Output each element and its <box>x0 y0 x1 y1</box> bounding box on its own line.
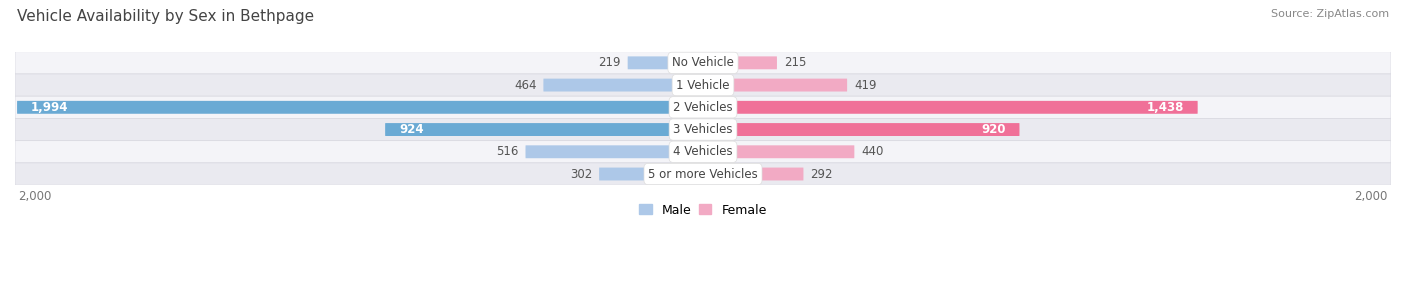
Text: 440: 440 <box>862 145 883 158</box>
Text: 1,438: 1,438 <box>1146 101 1184 114</box>
FancyBboxPatch shape <box>703 145 855 158</box>
FancyBboxPatch shape <box>15 52 1391 74</box>
FancyBboxPatch shape <box>15 96 1391 118</box>
Text: 924: 924 <box>399 123 423 136</box>
FancyBboxPatch shape <box>15 163 1391 185</box>
Text: 1,994: 1,994 <box>31 101 69 114</box>
FancyBboxPatch shape <box>17 101 703 114</box>
Text: 2,000: 2,000 <box>1354 190 1388 203</box>
Text: 4 Vehicles: 4 Vehicles <box>673 145 733 158</box>
Legend: Male, Female: Male, Female <box>634 199 772 222</box>
Text: 5 or more Vehicles: 5 or more Vehicles <box>648 167 758 181</box>
FancyBboxPatch shape <box>703 79 848 91</box>
Text: 920: 920 <box>981 123 1005 136</box>
Text: 292: 292 <box>810 167 832 181</box>
Text: 464: 464 <box>515 79 537 91</box>
FancyBboxPatch shape <box>15 74 1391 96</box>
FancyBboxPatch shape <box>703 56 778 69</box>
Text: 2,000: 2,000 <box>18 190 52 203</box>
FancyBboxPatch shape <box>703 123 1019 136</box>
FancyBboxPatch shape <box>543 79 703 91</box>
FancyBboxPatch shape <box>599 168 703 181</box>
Text: 2 Vehicles: 2 Vehicles <box>673 101 733 114</box>
Text: 219: 219 <box>599 56 621 69</box>
FancyBboxPatch shape <box>703 101 1198 114</box>
Text: 3 Vehicles: 3 Vehicles <box>673 123 733 136</box>
Text: No Vehicle: No Vehicle <box>672 56 734 69</box>
FancyBboxPatch shape <box>526 145 703 158</box>
Text: 215: 215 <box>783 56 806 69</box>
Text: 516: 516 <box>496 145 519 158</box>
FancyBboxPatch shape <box>703 168 803 181</box>
Text: 302: 302 <box>569 167 592 181</box>
Text: 1 Vehicle: 1 Vehicle <box>676 79 730 91</box>
FancyBboxPatch shape <box>15 118 1391 141</box>
FancyBboxPatch shape <box>15 141 1391 163</box>
Text: Source: ZipAtlas.com: Source: ZipAtlas.com <box>1271 9 1389 19</box>
Text: Vehicle Availability by Sex in Bethpage: Vehicle Availability by Sex in Bethpage <box>17 9 314 24</box>
Text: 419: 419 <box>853 79 876 91</box>
FancyBboxPatch shape <box>385 123 703 136</box>
FancyBboxPatch shape <box>627 56 703 69</box>
